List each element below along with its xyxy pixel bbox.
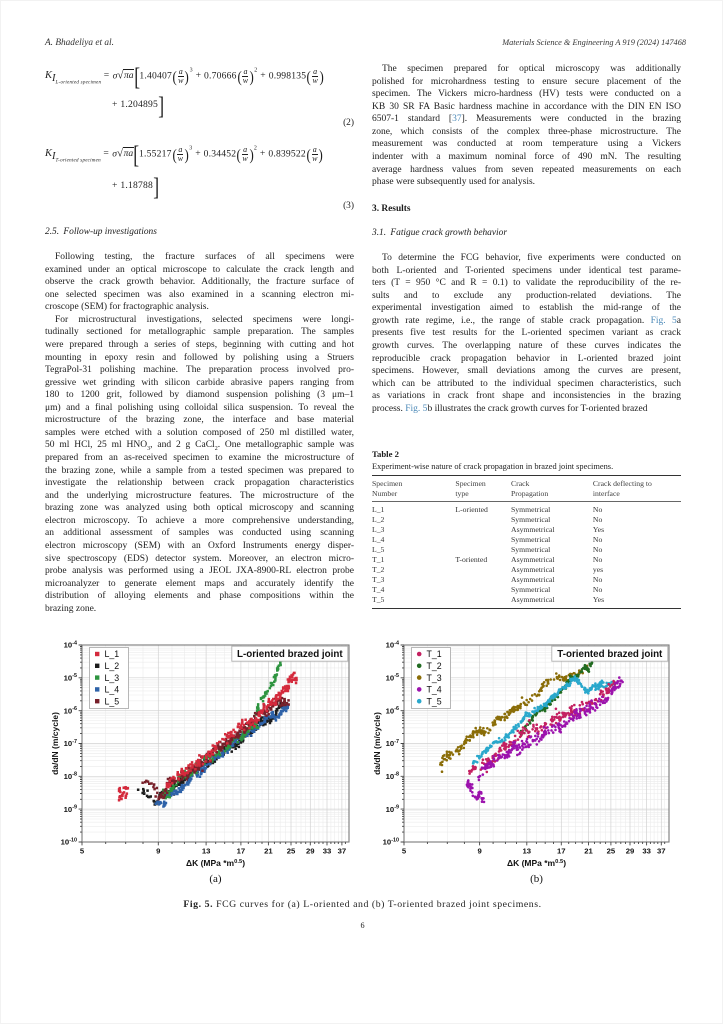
- svg-text:10-6: 10-6: [64, 706, 77, 715]
- svg-text:25: 25: [607, 847, 616, 856]
- svg-text:10-7: 10-7: [386, 739, 399, 748]
- svg-text:10-9: 10-9: [64, 805, 77, 814]
- svg-text:T_1: T_1: [427, 649, 442, 659]
- svg-text:T_3: T_3: [427, 673, 442, 683]
- svg-text:29: 29: [626, 847, 635, 856]
- svg-text:10-8: 10-8: [64, 772, 77, 781]
- svg-text:10-10: 10-10: [383, 837, 399, 846]
- svg-text:9: 9: [477, 847, 481, 856]
- svg-text:13: 13: [523, 847, 532, 856]
- svg-text:L_4: L_4: [105, 685, 120, 695]
- svg-text:37: 37: [338, 847, 347, 856]
- svg-text:17: 17: [557, 847, 566, 856]
- svg-text:T_2: T_2: [427, 661, 442, 671]
- svg-text:L_2: L_2: [105, 661, 120, 671]
- svg-text:10-9: 10-9: [386, 805, 399, 814]
- svg-text:ΔK (MPa *m0.5): ΔK (MPa *m0.5): [186, 858, 245, 868]
- svg-text:10-6: 10-6: [386, 706, 399, 715]
- svg-text:10-7: 10-7: [64, 739, 77, 748]
- svg-text:ΔK (MPa *m0.5): ΔK (MPa *m0.5): [507, 858, 566, 868]
- svg-text:L_1: L_1: [105, 649, 120, 659]
- svg-text:(a): (a): [209, 873, 222, 885]
- svg-text:33: 33: [323, 847, 332, 856]
- svg-text:10-8: 10-8: [386, 772, 399, 781]
- svg-text:25: 25: [287, 847, 296, 856]
- svg-text:37: 37: [657, 847, 666, 856]
- svg-text:29: 29: [306, 847, 315, 856]
- svg-text:10-10: 10-10: [61, 837, 77, 846]
- svg-text:10-4: 10-4: [64, 640, 77, 649]
- svg-text:da/dN (m/cycle): da/dN (m/cycle): [50, 712, 60, 775]
- svg-text:9: 9: [156, 847, 160, 856]
- svg-text:L-oriented brazed joint: L-oriented brazed joint: [237, 649, 343, 660]
- svg-text:(b): (b): [530, 873, 543, 885]
- svg-text:21: 21: [584, 847, 593, 856]
- svg-text:21: 21: [264, 847, 273, 856]
- svg-text:5: 5: [80, 847, 85, 856]
- svg-text:10-5: 10-5: [386, 673, 399, 682]
- svg-text:13: 13: [202, 847, 211, 856]
- svg-text:T_4: T_4: [427, 685, 442, 695]
- svg-text:5: 5: [402, 847, 407, 856]
- svg-text:da/dN (m/cycle): da/dN (m/cycle): [372, 712, 382, 775]
- svg-text:17: 17: [237, 847, 246, 856]
- svg-text:L_3: L_3: [105, 673, 120, 683]
- svg-text:L_5: L_5: [105, 696, 120, 706]
- svg-text:33: 33: [642, 847, 651, 856]
- svg-text:10-4: 10-4: [386, 640, 399, 649]
- svg-text:10-5: 10-5: [64, 673, 77, 682]
- svg-text:T-oriented brazed joint: T-oriented brazed joint: [557, 649, 663, 660]
- svg-text:T_5: T_5: [427, 696, 442, 706]
